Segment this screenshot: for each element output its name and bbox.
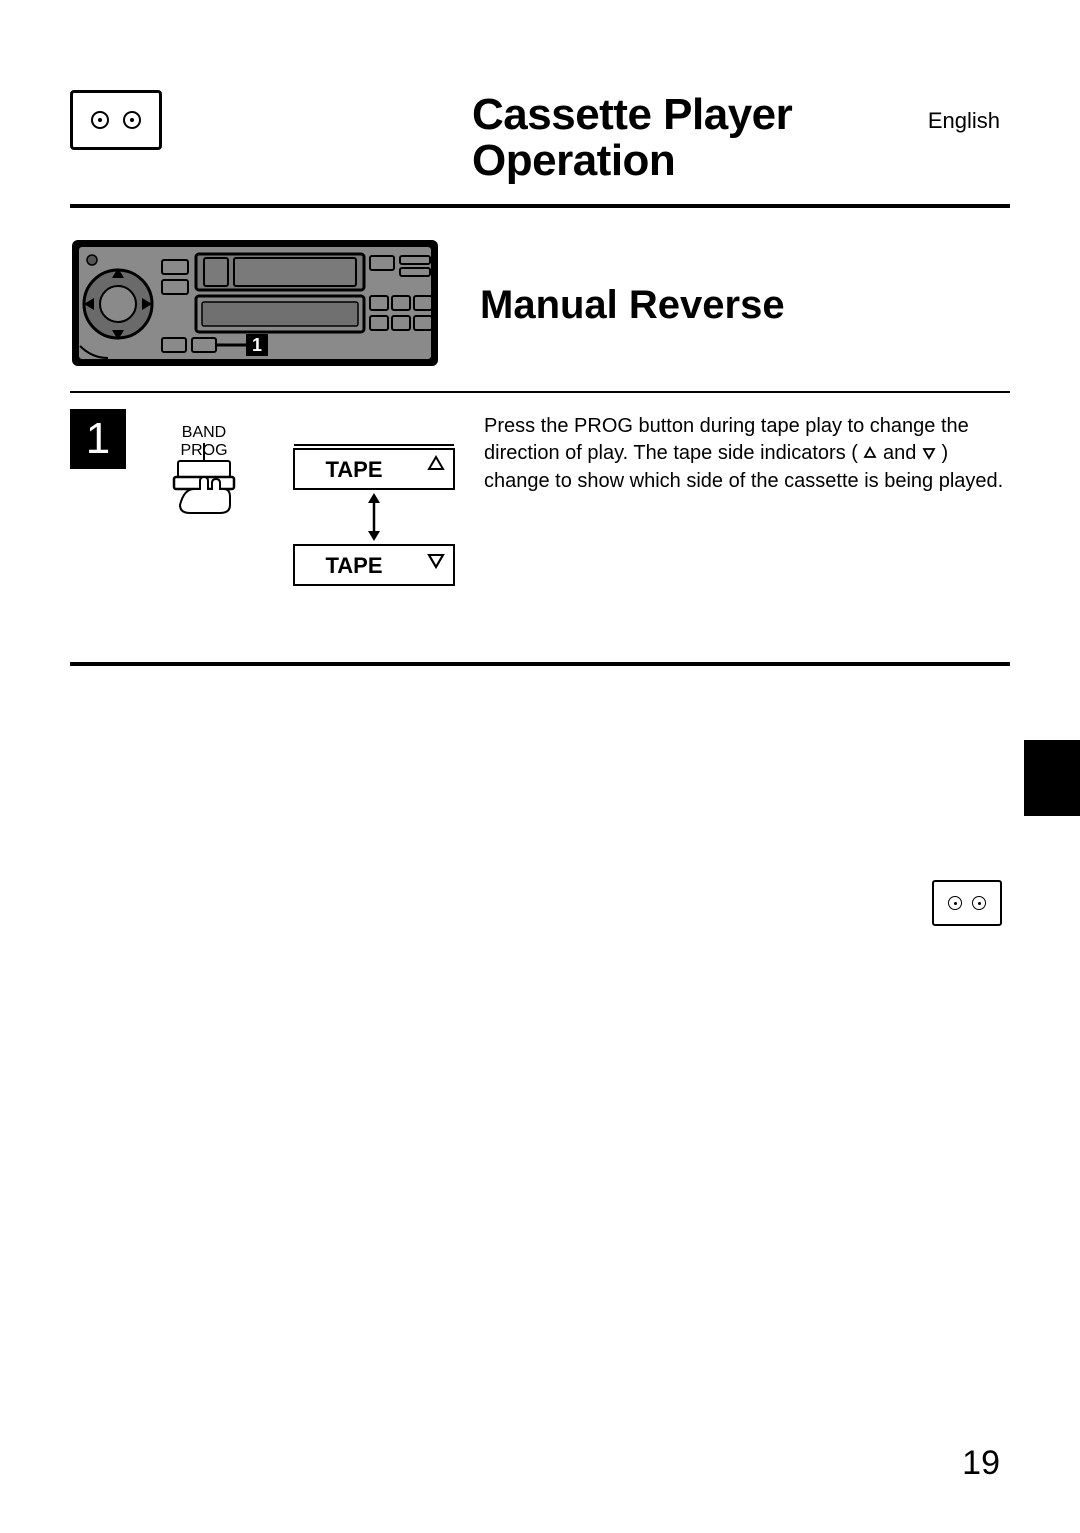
header-divider (70, 204, 1010, 208)
language-label: English (928, 108, 1000, 134)
display-label-top: TAPE (325, 457, 382, 482)
section-row: 1 Manual Reverse (70, 238, 1010, 373)
page-number: 19 (962, 1444, 1000, 1483)
section-title: Manual Reverse (480, 283, 785, 328)
cassette-reel-icon (972, 896, 986, 910)
page-title-block: Cassette Player Operation (472, 90, 1010, 186)
cassette-icon-small (932, 880, 1002, 926)
head-unit-callout-number: 1 (252, 335, 262, 355)
cassette-reel-icon (123, 111, 141, 129)
triangle-up-icon (863, 441, 877, 468)
cassette-icon (70, 90, 162, 150)
step-1: 1 BAND PROG TAPE (70, 391, 1010, 666)
cassette-reel-icon (91, 111, 109, 129)
triangle-down-icon (922, 441, 936, 468)
button-label-band: BAND (182, 424, 226, 441)
step-number: 1 (70, 409, 126, 469)
head-unit-illustration: 1 (70, 238, 440, 373)
display-label-bottom: TAPE (325, 553, 382, 578)
page-header: Cassette Player Operation English (70, 90, 1010, 186)
page-title-line2: Operation (472, 136, 1010, 186)
step-text-and: and (883, 442, 916, 464)
step-description: Press the PROG button during tape play t… (484, 413, 1010, 634)
page-edge-tab (1024, 740, 1080, 816)
manual-page: Cassette Player Operation English (0, 0, 1080, 1533)
cassette-reel-icon (948, 896, 962, 910)
step-diagram: BAND PROG TAPE TAPE (144, 409, 464, 634)
